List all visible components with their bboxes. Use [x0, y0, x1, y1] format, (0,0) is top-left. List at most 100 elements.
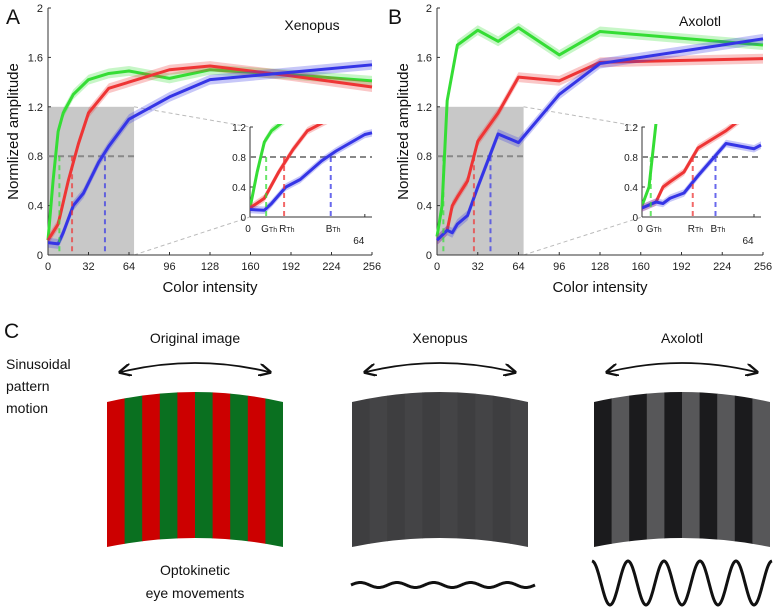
x-tick-label: 64 [123, 261, 135, 273]
inset-y-tick-label: 0.8 [232, 153, 246, 164]
x-tick-label: 0 [45, 261, 51, 273]
y-tick-label: 0 [37, 250, 43, 262]
grating-stripe [664, 392, 683, 547]
grating-stripe [510, 392, 528, 547]
y-tick-label: 0.8 [417, 151, 432, 163]
eye-movement-trace [591, 559, 773, 607]
threshold-label-green: GTh [261, 224, 277, 235]
grating-stripe [387, 392, 406, 547]
y-tick-label: 1.6 [28, 52, 43, 64]
x-axis-label: Color intensity [552, 279, 648, 296]
grating-stripe [352, 392, 371, 547]
grating-pattern [594, 392, 770, 547]
inset-line-green [250, 124, 283, 209]
x-tick-label: 64 [512, 261, 524, 273]
grating-stripe [440, 392, 459, 547]
grating-stripe [492, 392, 511, 547]
x-axis-label: Color intensity [162, 279, 258, 296]
grating-stripe [195, 392, 214, 547]
chart-title: Axolotl [679, 13, 721, 29]
column-title: Axolotl [661, 330, 703, 346]
panel-letter: A [6, 6, 20, 29]
grating-stripe [594, 392, 613, 547]
inset-x-zero-label: 0 [637, 224, 643, 235]
series-line-red [435, 57, 764, 242]
zoom-connector-bottom [133, 216, 251, 256]
stimulus-column-2: Axolotl [591, 330, 773, 607]
grating-stripe [611, 392, 630, 547]
y-tick-label: 0.8 [28, 151, 43, 163]
y-tick-label: 1.2 [417, 102, 432, 114]
grating-stripe [646, 392, 665, 547]
inset-y-tick-label: 0.8 [624, 153, 638, 164]
x-tick-label: 128 [201, 261, 219, 273]
x-tick-label: 96 [553, 261, 565, 273]
series-line-red [46, 64, 373, 241]
inset-x-end-label: 64 [353, 236, 365, 247]
bottom-label-line-1: Optokinetic [160, 562, 230, 578]
grating-stripe [717, 392, 736, 547]
x-tick-label: 192 [282, 261, 300, 273]
column-title: Original image [150, 330, 240, 346]
motion-double-arrow-icon [121, 362, 269, 372]
y-tick-label: 1.6 [417, 52, 432, 64]
y-tick-label: 0.4 [28, 201, 43, 213]
panel-letter: B [388, 6, 402, 29]
grating-stripe [159, 392, 178, 547]
x-tick-label: 160 [632, 261, 650, 273]
grating-stripe [404, 392, 423, 547]
inset-y-tick-label: 0 [240, 213, 246, 224]
row-label-line-3: motion [6, 400, 48, 416]
chart-panel-a: 0 32 64 96 128 160 192 224 256 0 0.4 0.8 1.2 1.6 2 A Xen… [5, 3, 381, 296]
y-tick-label: 0 [426, 250, 432, 262]
inset-chart: 0 0.4 0.8 1.2 0 64 GTh RTh BTh [624, 123, 765, 247]
grating-stripe [457, 392, 476, 547]
x-tick-label: 0 [434, 261, 440, 273]
row-label-line-1: Sinusoidal [6, 356, 71, 372]
eye-movement-trace [350, 581, 536, 589]
grating-stripe [752, 392, 770, 547]
inset-y-tick-label: 0.4 [232, 183, 246, 194]
grating-stripe [369, 392, 388, 547]
bottom-label-line-2: eye movements [146, 585, 245, 601]
threshold-label-red: RTh [279, 224, 295, 235]
series-line-blue [435, 37, 764, 242]
inset-y-tick-label: 0 [632, 213, 638, 224]
stimulus-column-0: Original image [107, 330, 283, 547]
grating-stripe [142, 392, 161, 547]
y-tick-label: 2 [37, 3, 43, 15]
inset-x-end-label: 64 [742, 236, 754, 247]
x-tick-label: 128 [591, 261, 609, 273]
zoom-connector-top [133, 106, 251, 128]
inset-y-tick-label: 1.2 [624, 123, 638, 134]
inset-x-zero-label: 0 [245, 224, 251, 235]
x-tick-label: 96 [163, 261, 175, 273]
threshold-label-blue: BTh [711, 224, 726, 235]
grating-stripe [475, 392, 494, 547]
y-axis-label: Normlized amplitude [395, 63, 412, 200]
threshold-label-red: RTh [688, 224, 704, 235]
inset-line-red [642, 124, 738, 210]
grating-stripe [212, 392, 231, 547]
grating-stripe [422, 392, 441, 547]
chart-title: Xenopus [284, 17, 339, 33]
grating-stripe [230, 392, 249, 547]
panel-c: C Sinusoidal pattern motion Optokinetic … [4, 320, 773, 607]
zoom-connector-top [523, 106, 643, 128]
x-tick-label: 224 [713, 261, 731, 273]
y-tick-label: 0.4 [417, 201, 432, 213]
motion-double-arrow-icon [366, 362, 514, 372]
x-tick-label: 256 [754, 261, 772, 273]
grating-stripe [699, 392, 718, 547]
y-tick-label: 1.2 [28, 102, 43, 114]
x-tick-label: 32 [82, 261, 94, 273]
chart-panel-b: 0 32 64 96 128 160 192 224 256 0 0.4 0.8 1.2 1.6 2 B Axo… [388, 3, 772, 296]
series-band-blue [437, 33, 763, 246]
grating-stripe [265, 392, 283, 547]
grating-pattern [107, 392, 283, 547]
x-tick-label: 192 [672, 261, 690, 273]
column-title: Xenopus [412, 330, 467, 346]
inset-line-blue [642, 142, 762, 210]
grating-stripe [682, 392, 701, 547]
